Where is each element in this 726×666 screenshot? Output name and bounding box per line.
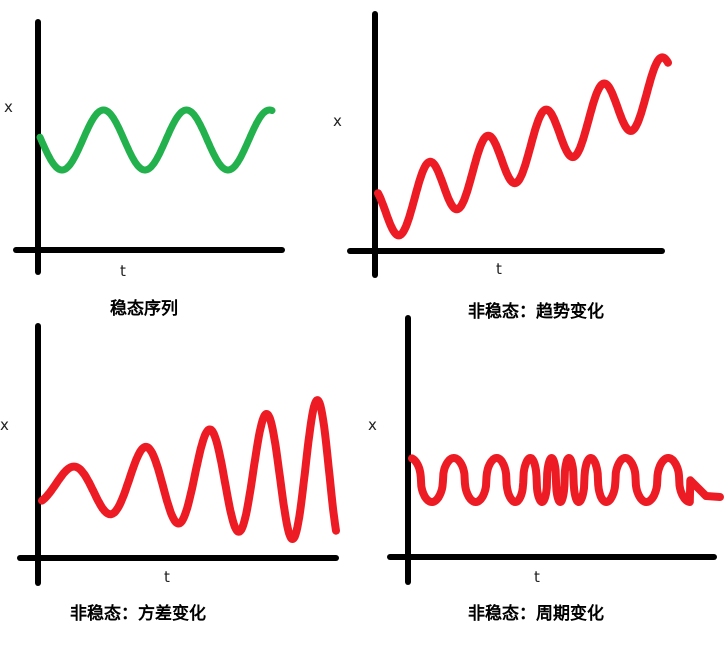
panel-caption: 非稳态：方差变化 [70, 603, 206, 624]
panel-caption: 非稳态：趋势变化 [468, 301, 604, 322]
panel-variance: x t 非稳态：方差变化 [0, 323, 340, 624]
variance-series-curve [38, 396, 340, 543]
y-axis-label: x [0, 416, 9, 434]
x-axis-label: t [120, 262, 126, 280]
periodic-series-curve [408, 454, 724, 506]
panel-caption: 稳态序列 [110, 298, 178, 319]
panel-periodic: x t 非稳态：周期变化 [368, 315, 724, 624]
y-axis-label: x [368, 416, 377, 434]
x-axis-label: t [164, 568, 170, 586]
panel-stationary: x t 稳态序列 [4, 19, 285, 319]
panel-trend: x t 非稳态：趋势变化 [333, 11, 672, 322]
y-axis-label: x [4, 98, 13, 116]
x-axis-label: t [534, 568, 540, 586]
panel-caption: 非稳态：周期变化 [468, 603, 604, 624]
y-axis-label: x [333, 112, 342, 130]
trend-series-curve [374, 53, 672, 240]
stationary-series-curve [36, 106, 276, 174]
x-axis-label: t [496, 260, 502, 278]
